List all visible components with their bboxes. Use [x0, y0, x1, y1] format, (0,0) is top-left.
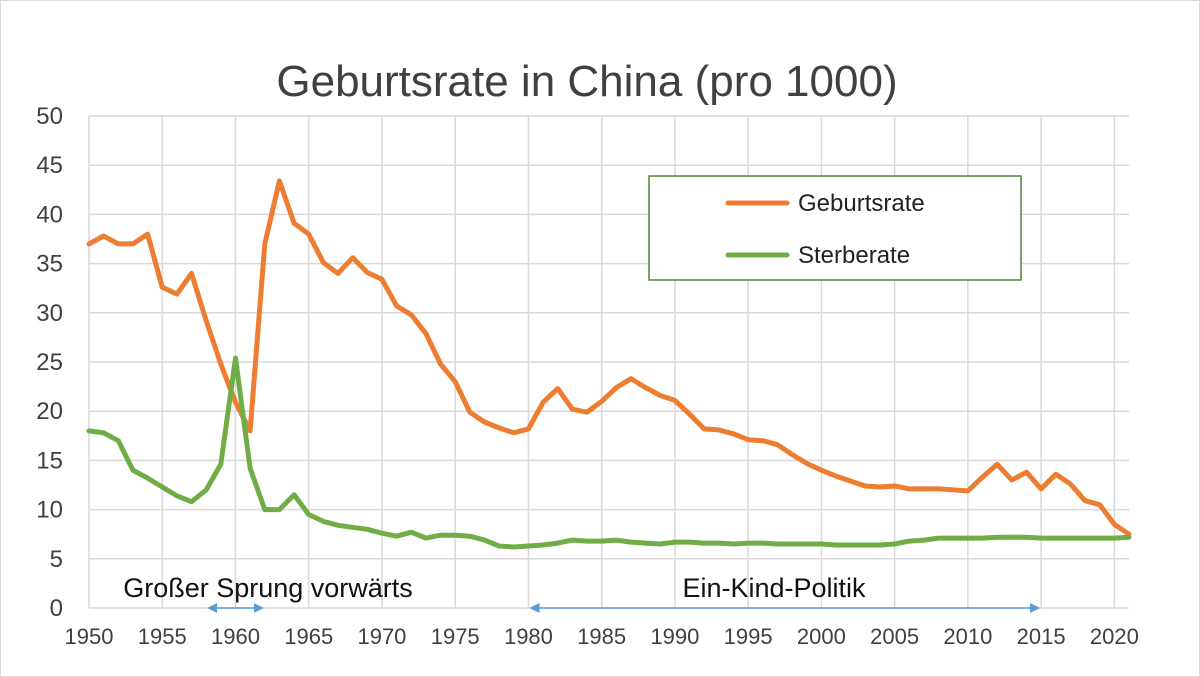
x-tick-label: 1990: [650, 624, 699, 649]
y-tick-label: 40: [36, 201, 63, 228]
series-line-geburtsrate: [86, 178, 1132, 537]
x-tick-label: 1970: [357, 624, 406, 649]
y-axis-ticks: 0 5 10 15 20 25 30 35 40 45 50: [36, 103, 63, 622]
y-tick-label: 30: [36, 300, 63, 327]
y-tick-label: 0: [50, 595, 63, 622]
x-tick-label: 1965: [284, 624, 333, 649]
x-tick-label: 1985: [577, 624, 626, 649]
legend-label: Geburtsrate: [798, 190, 925, 217]
y-tick-label: 20: [36, 398, 63, 425]
legend-label: Sterberate: [798, 242, 910, 269]
x-tick-label: 2020: [1090, 624, 1139, 649]
x-axis-ticks: 1950 1955 1960 1965 1970 1975 1980 1985 1990 1995…: [65, 624, 1139, 649]
x-tick-label: 2010: [943, 624, 992, 649]
annotations: Großer Sprung vorwärts Ein-Kind-Politik: [123, 573, 1041, 613]
x-tick-label: 1995: [724, 624, 773, 649]
y-tick-label: 5: [50, 546, 63, 573]
chart-title: Geburtsrate in China (pro 1000): [276, 57, 897, 106]
y-tick-label: 50: [36, 103, 63, 130]
series-lines: [86, 178, 1132, 550]
annotation-label: Großer Sprung vorwärts: [123, 573, 413, 603]
y-tick-label: 45: [36, 152, 63, 179]
y-tick-label: 10: [36, 497, 63, 524]
x-tick-label: 2000: [797, 624, 846, 649]
y-tick-label: 15: [36, 447, 63, 474]
y-tick-label: 35: [36, 251, 63, 278]
x-tick-label: 1950: [65, 624, 114, 649]
x-tick-label: 2005: [870, 624, 919, 649]
annotation-label: Ein-Kind-Politik: [682, 573, 866, 603]
x-tick-label: 1980: [504, 624, 553, 649]
legend-box: [648, 175, 1022, 281]
legend: Geburtsrate Sterberate: [648, 175, 1022, 281]
x-tick-label: 1960: [211, 624, 260, 649]
series-line-sterberate: [86, 355, 1132, 550]
y-tick-label: 25: [36, 349, 63, 376]
x-tick-label: 2015: [1017, 624, 1066, 649]
x-tick-label: 1955: [138, 624, 187, 649]
x-tick-label: 1975: [431, 624, 480, 649]
